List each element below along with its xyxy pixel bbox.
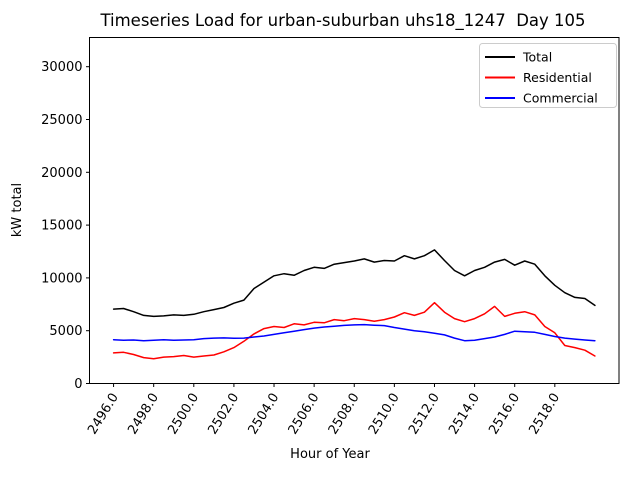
legend-label-commercial: Commercial <box>523 91 598 106</box>
y-tick-label: 25000 <box>41 113 82 128</box>
y-tick-label: 10000 <box>41 271 82 286</box>
y-axis-label: kW total <box>10 183 25 237</box>
y-tick-label: 20000 <box>41 166 82 181</box>
y-tick-label: 30000 <box>41 60 82 75</box>
series-total-line <box>112 249 596 318</box>
legend-label-residential: Residential <box>523 70 592 85</box>
x-axis-label: Hour of Year <box>290 447 370 462</box>
y-tick-label: 15000 <box>41 219 82 234</box>
chart-title: Timeseries Load for urban-suburban uhs18… <box>99 11 585 31</box>
series-commercial-line <box>112 323 596 342</box>
y-tick-label: 0 <box>74 377 82 392</box>
legend: Total Residential Commercial <box>479 43 617 108</box>
series-residential-line <box>112 301 596 360</box>
legend-label-total: Total <box>522 50 552 65</box>
y-tick-label: 5000 <box>49 324 82 339</box>
legend-box <box>479 43 617 108</box>
